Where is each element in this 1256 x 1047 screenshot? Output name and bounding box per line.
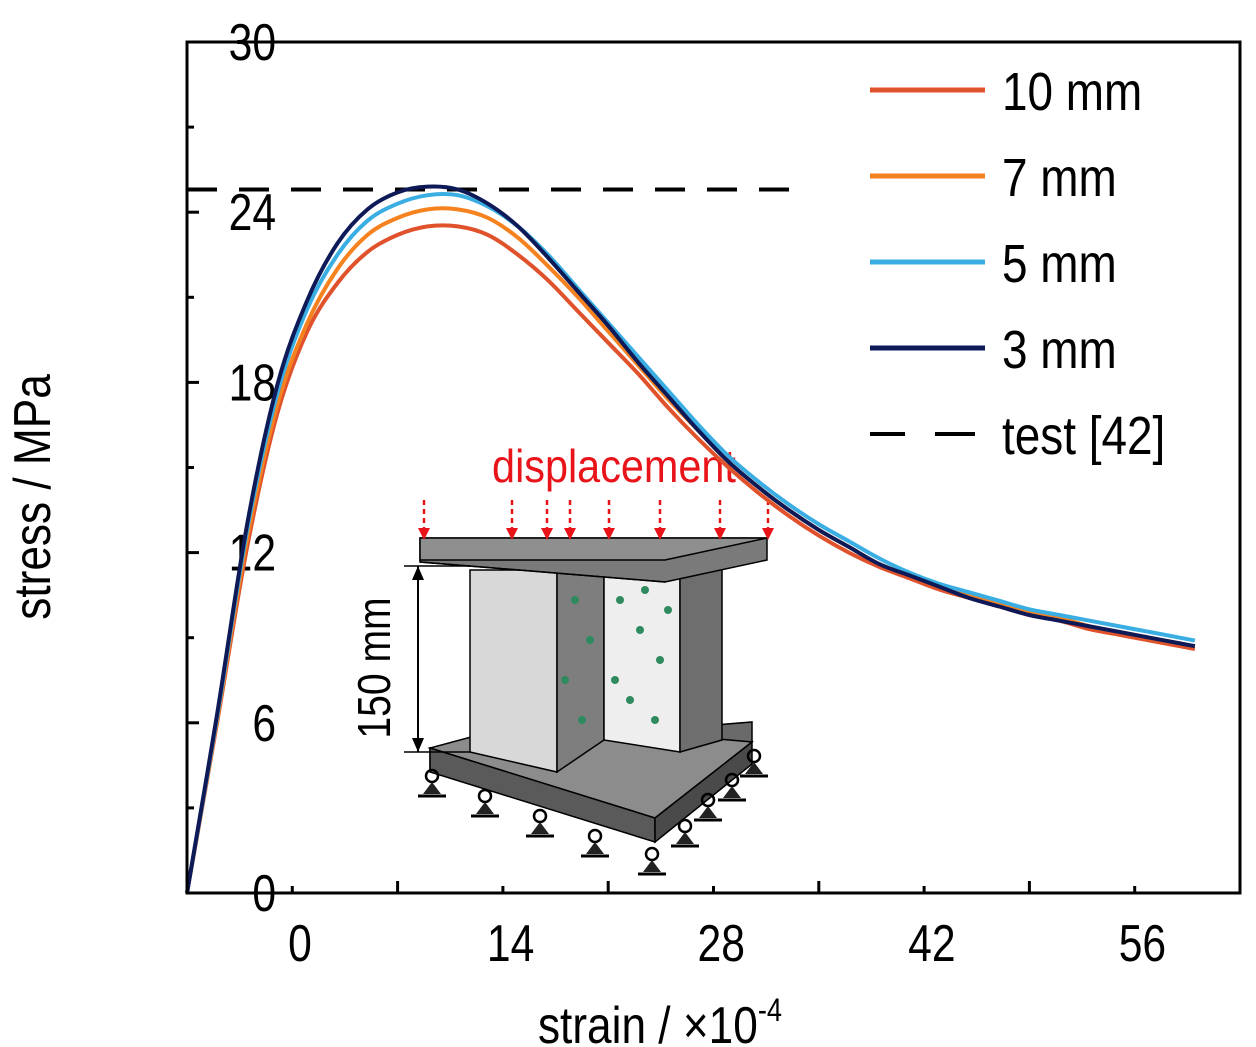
aggregate-particle <box>656 656 664 664</box>
dimension-arrowhead <box>412 738 424 752</box>
specimen-side-face <box>679 567 723 753</box>
x-tick-label: 42 <box>908 915 955 973</box>
pin-support <box>532 808 548 824</box>
aggregate-particle <box>664 606 672 614</box>
aggregate-particle <box>636 626 644 634</box>
legend-label: test [42] <box>1002 406 1165 466</box>
x-tick-label: 28 <box>698 915 745 973</box>
y-tick-label: 24 <box>229 184 276 242</box>
legend: 10 mm 7 mm 5 mm 3 mm test [42] <box>870 62 1165 466</box>
pin-support-base <box>476 802 494 814</box>
load-arrowhead <box>541 528 553 540</box>
aggregate-particle <box>586 636 594 644</box>
pin-support <box>677 818 693 834</box>
y-tick-label: 18 <box>229 354 276 412</box>
aggregate-particle <box>626 696 634 704</box>
aggregate-particle <box>651 716 659 724</box>
load-arrowhead <box>418 528 430 540</box>
aggregate-particle <box>641 586 649 594</box>
displacement-label: displacement <box>492 441 736 493</box>
y-axis-title: stress / MPa <box>4 374 62 620</box>
load-arrowhead <box>506 528 518 540</box>
load-arrowhead <box>654 528 666 540</box>
pin-support <box>644 846 660 862</box>
dimension-arrowhead <box>412 566 424 580</box>
aggregate-particle <box>571 596 579 604</box>
pin-support-base <box>643 860 661 872</box>
pin-support-base <box>586 842 604 854</box>
pin-support-base <box>676 832 694 844</box>
load-arrowhead <box>603 528 615 540</box>
plot-frame <box>185 40 1242 895</box>
legend-label: 3 mm <box>1002 320 1117 380</box>
y-tick-label: 12 <box>229 525 276 583</box>
x-axis-exponent: -4 <box>758 993 782 1029</box>
load-arrowhead <box>564 528 576 540</box>
pin-support-base <box>699 806 717 818</box>
specimen-cut-face <box>556 569 605 774</box>
pin-support-base <box>531 822 549 834</box>
specimen-inset: displacement 150 mm <box>349 441 774 876</box>
pin-support <box>477 788 493 804</box>
aggregate-particle <box>561 676 569 684</box>
height-label: 150 mm <box>349 597 401 738</box>
series-line-5-mm <box>185 191 1196 894</box>
pin-support <box>587 828 603 844</box>
series-line-3-mm <box>185 184 1196 894</box>
x-tick-label: 14 <box>487 915 534 973</box>
bottom-plate-side <box>654 740 753 844</box>
legend-label: 10 mm <box>1002 62 1142 122</box>
pin-support-base <box>423 782 441 794</box>
legend-label: 7 mm <box>1002 148 1117 208</box>
top-plate-top <box>419 537 768 561</box>
x-axis-title: strain / ×10-4 <box>538 993 782 1047</box>
pin-support-base <box>745 762 763 774</box>
x-tick-label: 56 <box>1119 915 1166 973</box>
load-arrowhead <box>714 528 726 540</box>
legend-label: 5 mm <box>1002 234 1117 294</box>
y-tick-label: 6 <box>252 695 276 753</box>
x-tick-label: 0 <box>288 915 312 973</box>
load-arrowhead <box>762 528 774 540</box>
aggregate-particle <box>616 596 624 604</box>
pin-support-base <box>723 786 741 798</box>
lines-layer <box>185 184 1196 894</box>
aggregate-particle <box>611 676 619 684</box>
aggregate-particle <box>578 716 586 724</box>
specimen-left-face <box>469 569 558 773</box>
specimen-right-face <box>603 569 681 753</box>
